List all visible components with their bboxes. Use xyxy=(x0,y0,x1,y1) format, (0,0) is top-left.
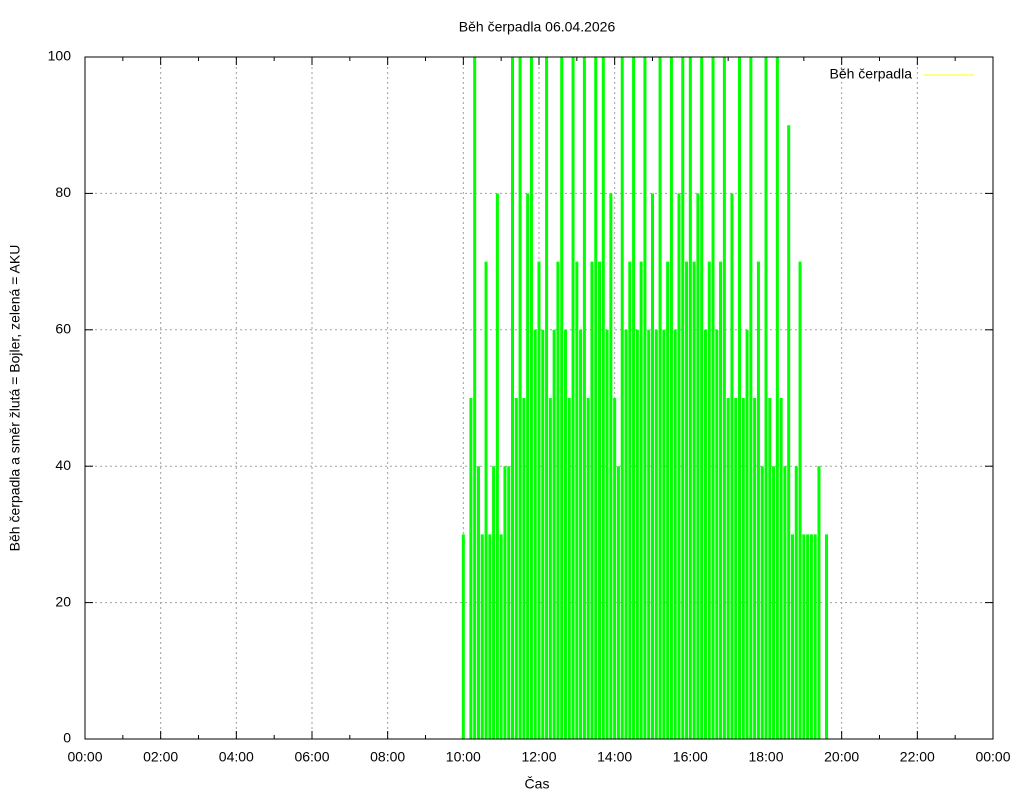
x-tick-label: 22:00 xyxy=(900,749,935,765)
x-axis-label: Čas xyxy=(525,776,550,792)
x-tick-label: 10:00 xyxy=(446,749,481,765)
y-tick-label: 60 xyxy=(55,321,71,337)
y-tick-label: 100 xyxy=(48,48,72,64)
y-axis-label: Běh čerpadla a směr žlutá = Bojler, zele… xyxy=(7,245,23,552)
legend-label: Běh čerpadla xyxy=(829,66,912,82)
y-tick-label: 40 xyxy=(55,457,71,473)
x-tick-label: 08:00 xyxy=(370,749,405,765)
y-tick-label: 20 xyxy=(55,593,71,609)
x-tick-label: 00:00 xyxy=(67,749,102,765)
x-tick-label: 06:00 xyxy=(294,749,329,765)
y-tick-label: 0 xyxy=(63,730,71,746)
x-tick-label: 04:00 xyxy=(219,749,254,765)
x-tick-label: 18:00 xyxy=(748,749,783,765)
x-tick-label: 02:00 xyxy=(143,749,178,765)
chart-title: Běh čerpadla 06.04.2026 xyxy=(459,19,616,35)
x-tick-label: 00:00 xyxy=(975,749,1010,765)
x-tick-label: 12:00 xyxy=(521,749,556,765)
y-tick-label: 80 xyxy=(55,184,71,200)
x-tick-label: 14:00 xyxy=(597,749,632,765)
plot-frame xyxy=(84,56,994,740)
x-tick-label: 20:00 xyxy=(824,749,859,765)
x-tick-label: 16:00 xyxy=(673,749,708,765)
